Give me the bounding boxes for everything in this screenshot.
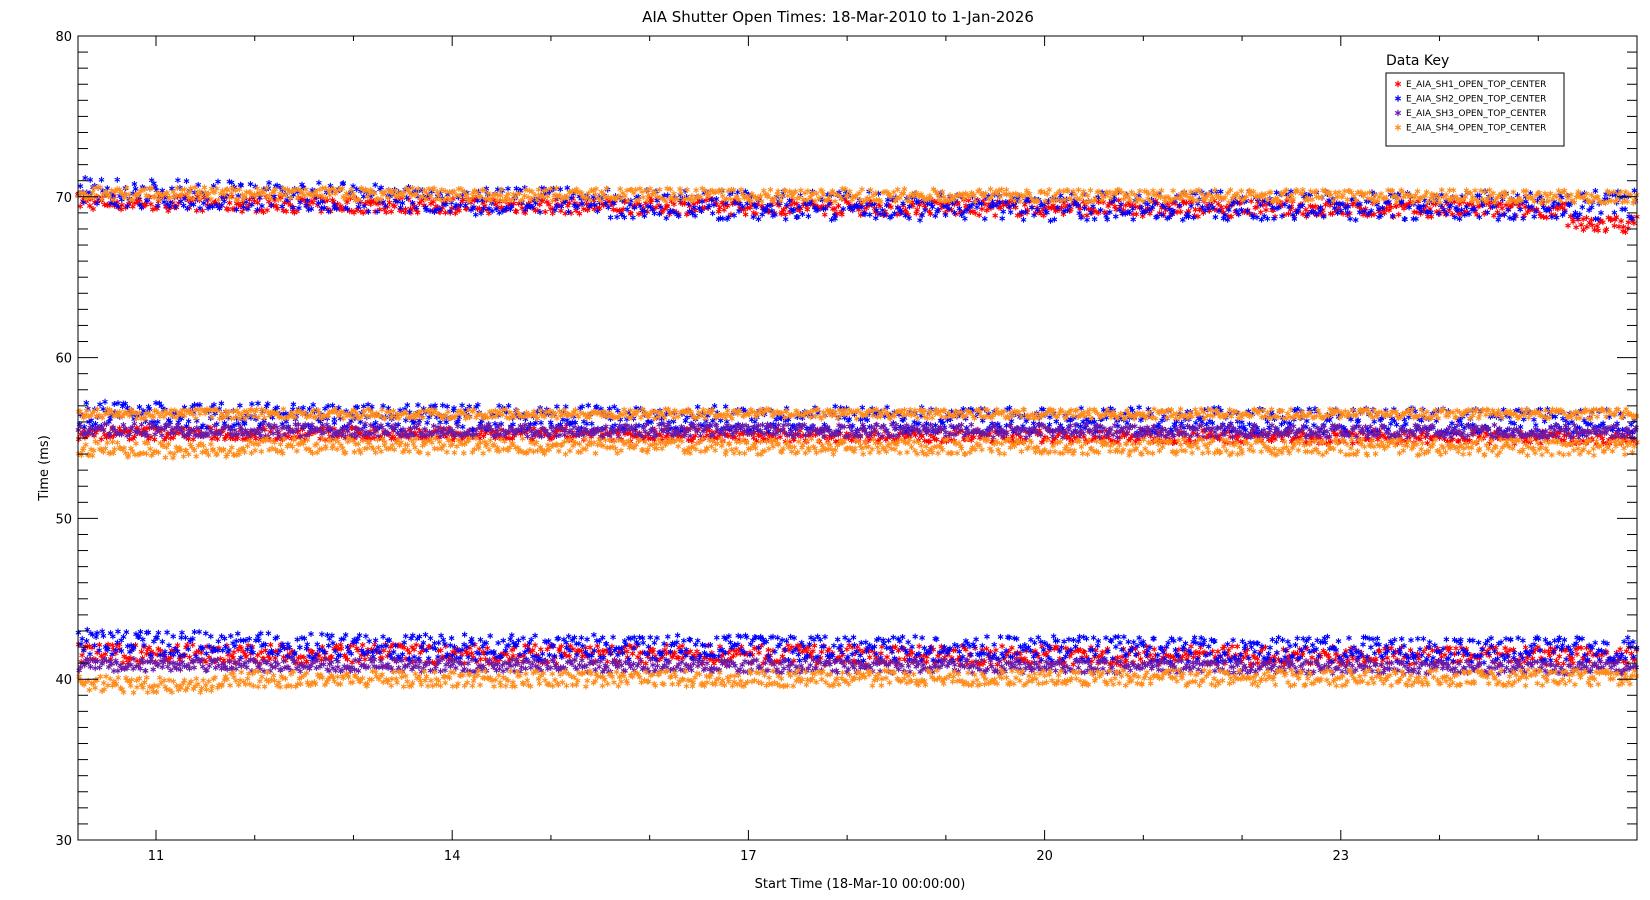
y-tick-label-3: 50 bbox=[55, 512, 72, 527]
legend-label-3: E_AIA_SH3_OPEN_TOP_CENTER bbox=[1406, 109, 1546, 119]
series-4-band-1-markers bbox=[75, 184, 1640, 207]
series-4-band-2-markers bbox=[76, 406, 1640, 422]
legend-title: Data Key bbox=[1386, 53, 1449, 69]
x-axis-label: Start Time (18-Mar-10 00:00:00) bbox=[755, 877, 966, 892]
series-4-band-4-markers bbox=[76, 666, 1640, 696]
series-3-band-2-markers bbox=[76, 655, 1639, 678]
x-tick-label-4: 20 bbox=[1036, 849, 1053, 864]
chart-title: AIA Shutter Open Times: 18-Mar-2010 to 1… bbox=[642, 8, 1034, 26]
scatter-markers bbox=[75, 175, 1640, 696]
y-tick-label-6: 80 bbox=[55, 30, 72, 45]
x-tick-label-1: 11 bbox=[148, 849, 165, 864]
legend-label-2: E_AIA_SH2_OPEN_TOP_CENTER bbox=[1406, 95, 1546, 105]
y-tick-label-4: 60 bbox=[55, 352, 72, 367]
legend-marker-3 bbox=[1394, 109, 1402, 117]
legend-label-1: E_AIA_SH1_OPEN_TOP_CENTER bbox=[1406, 80, 1546, 90]
legend-entries: E_AIA_SH1_OPEN_TOP_CENTER E_AIA_SH2_OPEN_… bbox=[1394, 80, 1546, 134]
legend: Data Key E_AIA_SH1_OPEN_TOP_CENTERE_AIA_… bbox=[1385, 53, 1565, 147]
y-tick-label-1: 30 bbox=[55, 834, 72, 849]
y-axis-label: Time (ms) bbox=[37, 435, 52, 502]
legend-box bbox=[1385, 72, 1565, 147]
x-tick-label-5: 23 bbox=[1333, 849, 1350, 864]
series-3-band-1-markers bbox=[75, 420, 1639, 441]
x-tick-label-2: 14 bbox=[444, 849, 461, 864]
legend-marker-1 bbox=[1394, 80, 1402, 88]
legend-marker-4 bbox=[1394, 124, 1402, 131]
y-tick-label-2: 40 bbox=[55, 673, 72, 688]
y-tick-label-5: 70 bbox=[55, 191, 72, 206]
x-axis-ticks: 11 14 17 20 23 bbox=[148, 36, 1539, 864]
legend-label-4: E_AIA_SH4_OPEN_TOP_CENTER bbox=[1406, 124, 1546, 134]
legend-marker-2 bbox=[1394, 95, 1402, 102]
plot-area: 11 14 17 20 23 30 40 50 60 70 80 bbox=[55, 30, 1640, 864]
y-axis-ticks: 30 40 50 60 70 80 bbox=[55, 30, 1637, 849]
x-tick-label-3: 17 bbox=[740, 849, 757, 864]
